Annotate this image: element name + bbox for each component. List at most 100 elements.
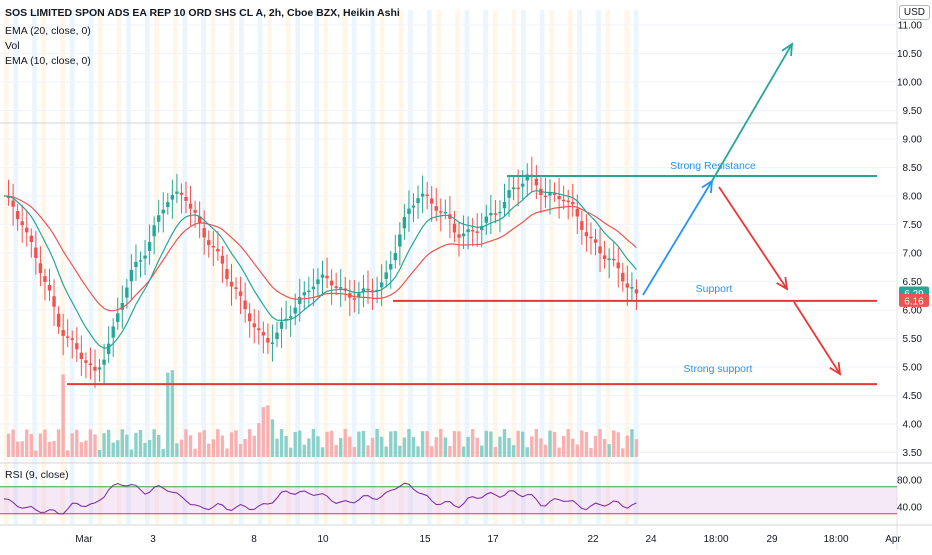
- candle-body: [543, 195, 548, 198]
- volume-bar: [311, 429, 316, 457]
- candle-body: [584, 232, 589, 237]
- candle-body: [34, 247, 38, 258]
- price-axis-bg: [897, 0, 932, 550]
- price-tick-label: 4.50: [903, 391, 923, 402]
- candle-body: [607, 258, 611, 261]
- volume-bar: [202, 430, 206, 457]
- price-tick-label: 8.50: [903, 163, 923, 174]
- candle-body: [416, 198, 420, 204]
- price-tick-label: 9.50: [903, 106, 923, 117]
- time-tick-label: 24: [645, 534, 657, 545]
- volume-bar: [188, 435, 193, 457]
- volume-bar: [316, 436, 320, 457]
- volume-bar: [270, 419, 275, 457]
- candle-body: [480, 226, 484, 231]
- volume-bar: [111, 442, 115, 457]
- session-stripe: [483, 10, 488, 524]
- volume-bar: [279, 429, 284, 457]
- price-tick-label: 9.00: [903, 135, 923, 146]
- legend-vol[interactable]: Vol: [5, 40, 20, 52]
- volume-bar: [448, 445, 452, 457]
- candle-body: [238, 291, 243, 296]
- session-stripe: [4, 10, 9, 524]
- volume-bar: [320, 447, 325, 457]
- session-stripe: [13, 10, 18, 524]
- candle-body: [320, 274, 325, 278]
- candle-body: [461, 233, 466, 237]
- volume-bar: [329, 430, 334, 457]
- candle-body: [111, 326, 115, 338]
- currency-button[interactable]: USD: [898, 5, 930, 20]
- volume-bar: [389, 431, 393, 457]
- session-stripe: [549, 10, 554, 524]
- volume-bar: [502, 429, 507, 457]
- candle-body: [202, 228, 206, 238]
- price-tick-label: 10.50: [897, 49, 922, 60]
- volume-bar: [220, 435, 225, 457]
- volume-bar: [557, 447, 561, 457]
- volume-bar: [79, 442, 84, 457]
- legend-ema20[interactable]: EMA (20, close, 0): [5, 25, 91, 37]
- volume-bar: [521, 431, 525, 457]
- candle-body: [175, 191, 179, 194]
- volume-bar: [170, 370, 175, 457]
- candle-body: [498, 211, 502, 214]
- candle-body: [366, 288, 370, 291]
- volume-bar: [339, 438, 343, 457]
- volume-bar: [480, 445, 484, 457]
- volume-bar: [175, 443, 179, 457]
- candle-body: [161, 209, 165, 214]
- volume-bar: [402, 437, 407, 457]
- price-tick-label: 11.00: [898, 21, 923, 32]
- session-stripe: [633, 10, 639, 524]
- volume-bar: [357, 431, 361, 457]
- volume-bar: [120, 429, 124, 457]
- volume-bar: [106, 429, 111, 457]
- volume-bar: [384, 446, 388, 457]
- session-stripe: [286, 10, 291, 524]
- candle-body: [430, 198, 434, 204]
- chart-title[interactable]: SOS LIMITED SPON ADS EA REP 10 ORD SHS C…: [5, 7, 400, 19]
- candle-body: [270, 342, 275, 345]
- volume-bar: [530, 436, 534, 457]
- volume-bar: [493, 446, 498, 457]
- arrow-down-secondary-head: [829, 361, 842, 376]
- session-stripe: [210, 10, 216, 524]
- volume-bar: [411, 437, 416, 457]
- rsi-line: [3, 482, 637, 515]
- arrow-up-secondary: [711, 43, 793, 182]
- volume-bar: [589, 447, 593, 457]
- candle-body: [125, 287, 129, 298]
- session-stripe: [314, 10, 319, 524]
- volume-bar: [370, 437, 375, 457]
- volume-bar: [621, 448, 625, 457]
- session-stripe: [323, 10, 329, 524]
- volume-bar: [612, 430, 616, 457]
- support-label: Support: [696, 283, 733, 295]
- volume-bar: [307, 438, 311, 457]
- candle-body: [179, 192, 184, 195]
- candle-body: [334, 286, 338, 289]
- legend-ema10[interactable]: EMA (10, close, 0): [5, 55, 91, 67]
- candle-body: [56, 313, 61, 327]
- candle-body: [548, 193, 552, 196]
- volume-bar: [29, 433, 33, 457]
- volume-bar: [548, 430, 552, 457]
- volume-bar: [193, 448, 197, 457]
- candle-body: [411, 205, 416, 208]
- volume-bar: [543, 444, 548, 457]
- volume-bar: [343, 429, 347, 457]
- session-stripe: [408, 10, 413, 524]
- candle-body: [425, 194, 429, 196]
- candle-body: [379, 282, 384, 288]
- candle-body: [434, 206, 438, 211]
- session-stripe: [605, 10, 611, 524]
- candle-body: [407, 208, 411, 215]
- candle-body: [193, 210, 197, 213]
- candle-body: [279, 321, 284, 329]
- candle-body: [457, 234, 461, 238]
- volume-bar: [157, 434, 161, 457]
- legend-rsi[interactable]: RSI (9, close): [5, 469, 69, 481]
- volume-bar: [166, 372, 170, 457]
